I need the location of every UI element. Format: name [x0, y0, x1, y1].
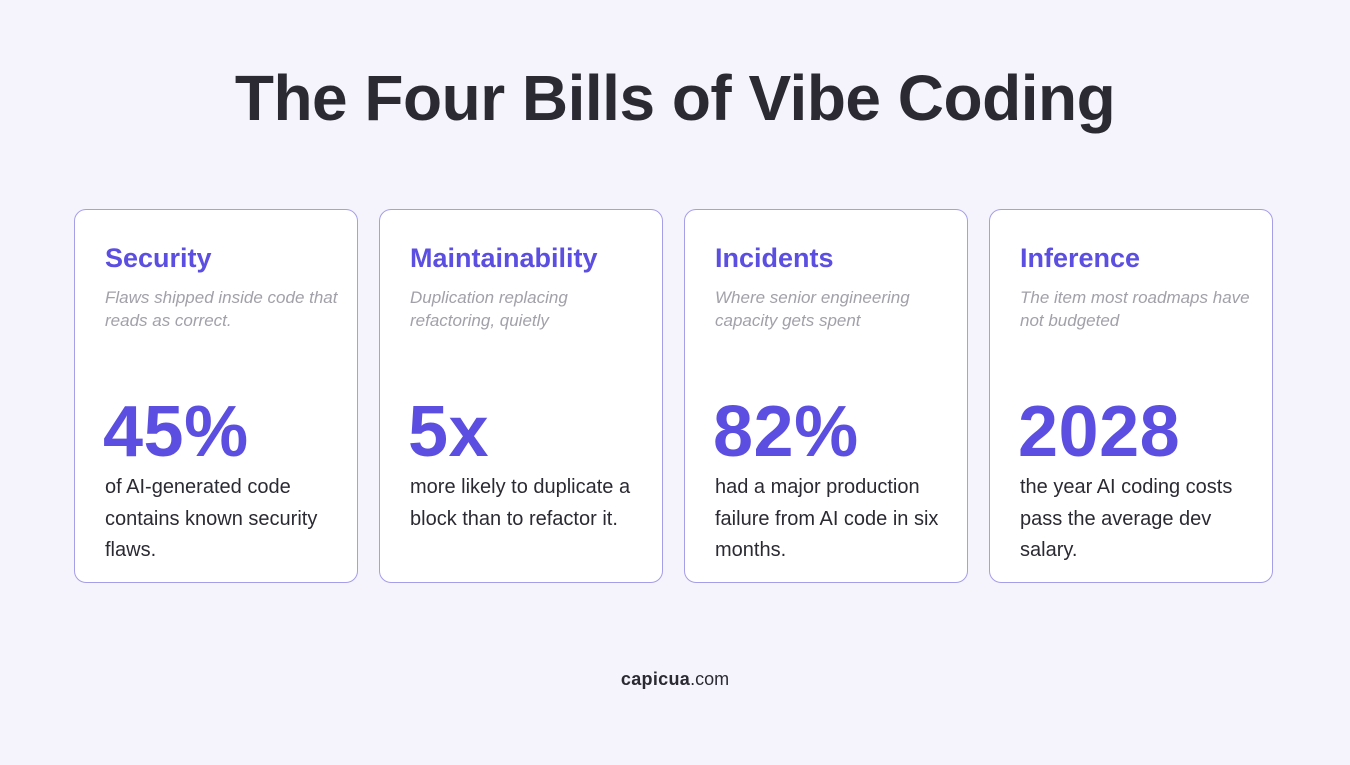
- card-title: Incidents: [715, 243, 834, 273]
- card-description: of AI-generated code contains known secu…: [105, 476, 318, 561]
- page-title: The Four Bills of Vibe Coding: [234, 62, 1116, 134]
- footer-brand: capicua.com: [0, 668, 1350, 690]
- card-subtitle: Where senior engineering capacity gets s…: [715, 288, 910, 330]
- card-inference: Inference The item most roadmaps have no…: [989, 209, 1273, 583]
- card-description: more likely to duplicate a block than to…: [410, 476, 631, 530]
- card-subtitle: The item most roadmaps have not budgeted: [1020, 288, 1250, 330]
- card-security: Security Flaws shipped inside code that …: [74, 209, 358, 583]
- card-maintainability: Maintainability Duplication replacing re…: [379, 209, 663, 583]
- brand-domain: .com: [690, 669, 730, 689]
- card-description: the year AI coding costs pass the averag…: [1020, 476, 1233, 561]
- cards-container: Security Flaws shipped inside code that …: [74, 209, 1276, 585]
- card-description: had a major production failure from AI c…: [715, 476, 939, 561]
- card-title: Inference: [1020, 243, 1141, 273]
- card-title: Security: [105, 243, 212, 273]
- card-stat: 5x: [408, 392, 490, 472]
- card-title: Maintainability: [410, 243, 598, 273]
- card-incidents: Incidents Where senior engineering capac…: [684, 209, 968, 583]
- brand-name: capicua: [620, 669, 691, 689]
- card-stat: 45%: [103, 392, 249, 472]
- card-subtitle: Duplication replacing refactoring, quiet…: [410, 288, 568, 330]
- card-stat: 82%: [713, 392, 859, 472]
- card-subtitle: Flaws shipped inside code that reads as …: [105, 288, 338, 330]
- card-stat: 2028: [1018, 392, 1181, 472]
